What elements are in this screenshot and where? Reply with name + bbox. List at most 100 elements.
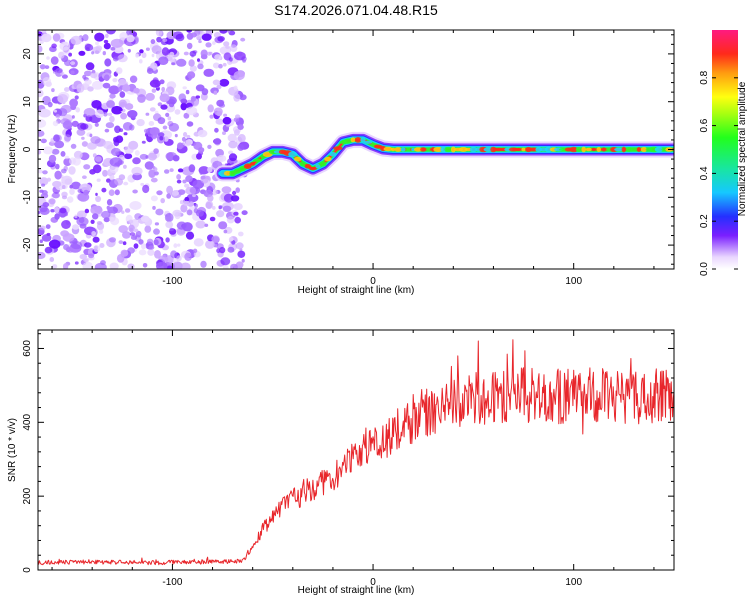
noise-blob <box>158 132 165 137</box>
noise-blob <box>185 186 197 195</box>
noise-blob <box>154 110 159 115</box>
noise-blob <box>169 168 174 173</box>
noise-blob <box>216 154 227 163</box>
noise-blob <box>68 52 72 57</box>
noise-blob <box>118 240 124 245</box>
noise-blob <box>192 248 198 253</box>
noise-blob <box>102 51 107 56</box>
noise-blob <box>107 206 118 215</box>
noise-blob <box>114 125 121 134</box>
noise-blob <box>91 51 95 55</box>
spectrogram-ridge <box>214 131 674 182</box>
noise-blob <box>186 30 193 33</box>
noise-blob <box>38 108 51 118</box>
noise-blob <box>193 238 204 247</box>
noise-blob <box>119 91 126 98</box>
noise-blob <box>90 205 103 215</box>
spectrogram-ytick-label: 20 <box>22 48 33 60</box>
snr-xtick-label: 0 <box>370 577 376 588</box>
noise-blob <box>213 107 223 116</box>
noise-blob <box>165 237 170 243</box>
noise-blob <box>132 157 141 165</box>
noise-blob <box>157 117 166 125</box>
noise-blob <box>96 222 105 231</box>
noise-blob <box>182 139 192 147</box>
noise-blob <box>150 39 156 45</box>
noise-blob <box>141 243 147 250</box>
noise-blob <box>203 68 215 77</box>
noise-blob <box>77 213 84 218</box>
noise-blob <box>217 36 225 42</box>
ridge-blob <box>508 147 519 152</box>
noise-blob <box>103 74 110 81</box>
noise-blob <box>84 43 94 52</box>
ridge-blob <box>373 144 383 149</box>
noise-blob <box>92 236 100 243</box>
noise-blob <box>82 74 87 80</box>
noise-blob <box>109 262 119 269</box>
noise-blob <box>126 34 135 43</box>
noise-blob <box>65 247 71 253</box>
noise-blob <box>95 41 99 46</box>
noise-blob <box>176 58 187 67</box>
spectrogram-ylabel: Frequency (Hz) <box>7 115 18 184</box>
ridge-blob <box>354 137 362 143</box>
noise-blob <box>230 263 238 269</box>
noise-blob <box>76 128 86 136</box>
snr-xtick-label: -100 <box>162 577 182 588</box>
noise-blob <box>84 70 92 77</box>
snr-ytick-label: 600 <box>22 340 33 357</box>
noise-blob <box>83 258 88 263</box>
noise-blob <box>74 214 78 219</box>
noise-blob <box>151 45 162 55</box>
noise-blob <box>82 34 89 42</box>
noise-blob <box>187 71 196 79</box>
noise-blob <box>192 194 196 198</box>
ridge-blob <box>363 140 373 144</box>
noise-blob <box>74 261 79 265</box>
noise-blob <box>53 109 58 113</box>
ridge-blob <box>383 146 393 152</box>
noise-blob <box>195 209 204 217</box>
noise-blob <box>82 261 94 269</box>
noise-blob <box>52 120 59 127</box>
noise-blob <box>122 122 133 131</box>
noise-blob <box>94 262 107 269</box>
noise-blob <box>38 45 43 53</box>
noise-blob <box>127 48 131 53</box>
noise-blob <box>227 133 237 142</box>
noise-blob <box>213 32 221 38</box>
noise-blob <box>84 242 92 248</box>
noise-blob <box>103 39 109 44</box>
noise-blob <box>175 33 185 42</box>
noise-blob <box>48 198 56 205</box>
noise-blob <box>129 232 136 236</box>
noise-blob <box>109 93 116 99</box>
noise-blob <box>162 38 168 42</box>
noise-blob <box>139 49 144 54</box>
noise-blob <box>192 179 204 189</box>
ridge-blob <box>621 146 626 153</box>
noise-blob <box>212 206 216 210</box>
ridge-blob <box>569 146 578 153</box>
noise-blob <box>172 155 180 162</box>
colorbar-tick-label: 0.4 <box>699 166 710 180</box>
noise-blob <box>233 129 240 136</box>
noise-blob <box>155 30 163 37</box>
noise-blob <box>140 182 145 186</box>
noise-blob <box>207 51 211 56</box>
noise-blob <box>71 120 79 127</box>
colorbar-label: Normalized spectral amplitude <box>737 81 748 216</box>
noise-blob <box>133 87 140 94</box>
noise-blob <box>160 104 168 110</box>
noise-blob <box>200 260 207 268</box>
noise-blob <box>95 109 104 118</box>
noise-blob <box>182 86 187 90</box>
noise-blob <box>169 51 175 58</box>
ridge-blob <box>625 147 632 152</box>
noise-blob <box>73 150 83 159</box>
ridge-blob <box>654 146 664 153</box>
noise-blob <box>157 262 162 267</box>
ridge-blob <box>661 147 667 152</box>
